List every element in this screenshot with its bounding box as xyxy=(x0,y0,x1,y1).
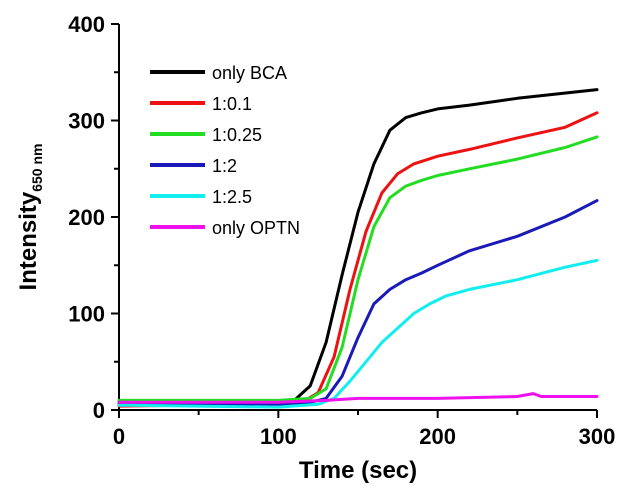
x-axis-title: Time (sec) xyxy=(299,457,417,484)
axis-ticks: 0 100 200 300 0 100 200 300 400 xyxy=(68,12,615,449)
legend-label: 1:2.5 xyxy=(212,187,252,207)
y-axis-title-subscript: 650 nm xyxy=(29,144,45,192)
series-line-only-bca xyxy=(117,88,599,404)
x-tick-label: 200 xyxy=(419,424,456,449)
y-tick-label: 0 xyxy=(93,398,105,423)
y-axis-title-main: Intensity xyxy=(15,191,42,290)
series-lines xyxy=(117,88,599,409)
legend-label: 1:2 xyxy=(212,156,237,176)
y-tick-label: 400 xyxy=(68,12,105,37)
legend-label: only BCA xyxy=(212,63,287,83)
y-tick-label: 200 xyxy=(68,205,105,230)
legend: only BCA 1:0.1 1:0.25 1:2 1:2.5 only OPTN xyxy=(150,63,300,238)
series-line-only-optn xyxy=(117,392,599,404)
x-tick-label: 0 xyxy=(113,424,125,449)
legend-label: 1:0.25 xyxy=(212,125,262,145)
series-line-1-2-5 xyxy=(117,258,599,409)
x-tick-label: 100 xyxy=(260,424,297,449)
x-tick-label: 300 xyxy=(579,424,616,449)
series-line-1-0-25 xyxy=(117,135,599,402)
y-axis-title: Intensity650 nm xyxy=(15,144,45,291)
y-tick-label: 300 xyxy=(68,109,105,134)
legend-label: only OPTN xyxy=(212,218,300,238)
legend-label: 1:0.1 xyxy=(212,94,252,114)
y-tick-label: 100 xyxy=(68,302,105,327)
